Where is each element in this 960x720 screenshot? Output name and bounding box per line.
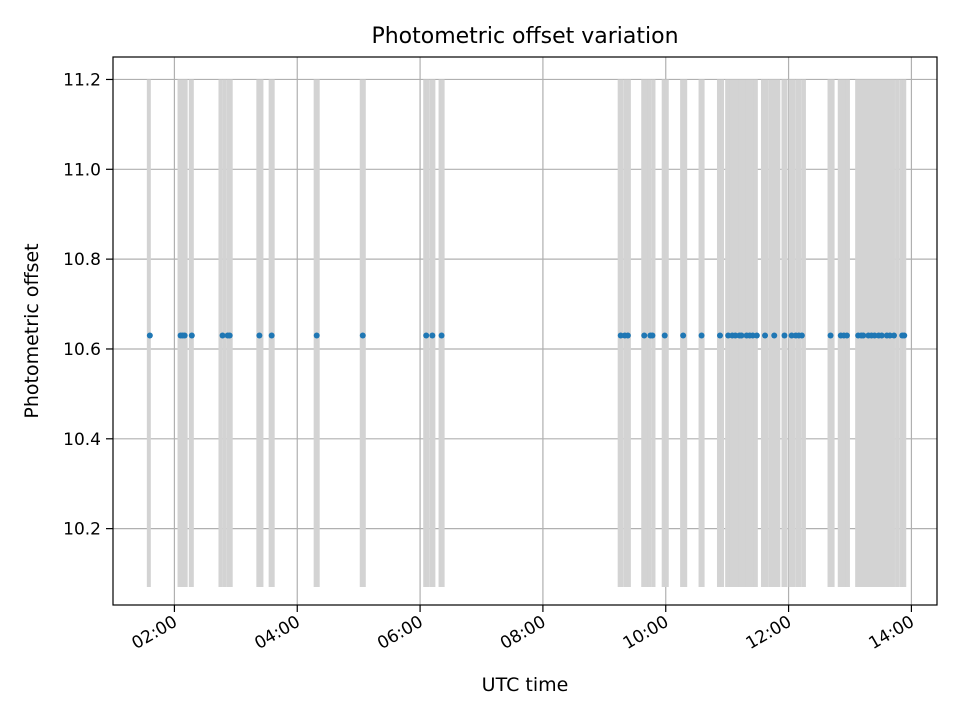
data-point bbox=[624, 332, 631, 339]
data-point bbox=[359, 332, 366, 339]
data-point bbox=[753, 332, 760, 339]
y-axis: 10.2 10.4 10.6 10.8 11.0 11.2 bbox=[63, 70, 113, 540]
data-point bbox=[901, 332, 908, 339]
y-tick-label: 11.2 bbox=[63, 70, 101, 90]
data-point bbox=[226, 332, 233, 339]
x-axis-label: UTC time bbox=[482, 674, 569, 696]
data-point bbox=[429, 332, 436, 339]
data-points bbox=[146, 332, 908, 339]
data-point bbox=[771, 332, 778, 339]
data-point bbox=[680, 332, 687, 339]
data-point bbox=[313, 332, 320, 339]
data-point bbox=[146, 332, 153, 339]
data-point bbox=[181, 332, 188, 339]
data-point bbox=[268, 332, 275, 339]
data-point bbox=[661, 332, 668, 339]
data-point bbox=[860, 332, 867, 339]
data-point bbox=[827, 332, 834, 339]
plot-background bbox=[113, 57, 937, 605]
data-point bbox=[798, 332, 805, 339]
data-point bbox=[649, 332, 656, 339]
y-tick-label: 10.4 bbox=[63, 430, 101, 450]
data-point bbox=[698, 332, 705, 339]
data-point bbox=[188, 332, 195, 339]
data-point bbox=[219, 332, 226, 339]
data-point bbox=[423, 332, 430, 339]
data-point bbox=[738, 332, 745, 339]
data-point bbox=[716, 332, 723, 339]
y-tick-label: 10.2 bbox=[63, 520, 101, 540]
data-point bbox=[843, 332, 850, 339]
data-point bbox=[256, 332, 263, 339]
data-point bbox=[781, 332, 788, 339]
data-point bbox=[438, 332, 445, 339]
data-point bbox=[878, 332, 885, 339]
y-tick-label: 10.6 bbox=[63, 340, 101, 360]
data-point bbox=[891, 332, 898, 339]
y-axis-label: Photometric offset bbox=[21, 243, 43, 418]
data-point bbox=[762, 332, 769, 339]
plot-frame bbox=[112, 56, 938, 606]
y-tick-label: 11.0 bbox=[63, 160, 101, 180]
y-tick-label: 10.8 bbox=[63, 250, 101, 270]
data-point bbox=[641, 332, 648, 339]
chart-title: Photometric offset variation bbox=[371, 24, 678, 49]
